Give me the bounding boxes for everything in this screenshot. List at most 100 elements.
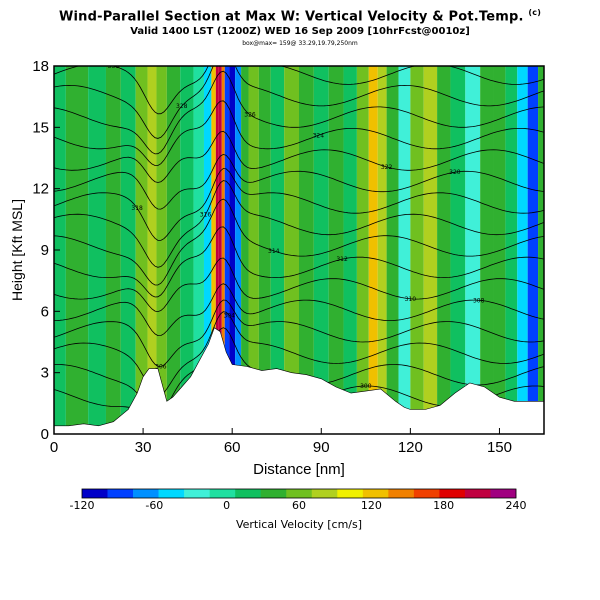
theta-contour-label: 308 (473, 297, 485, 304)
theta-contour-label: 314 (268, 248, 280, 255)
colorbar: -120 -60 0 60 120 180 240 (70, 488, 527, 512)
w-column (480, 66, 494, 434)
w-column (258, 66, 271, 434)
colorbar-tick-label: 60 (292, 499, 306, 512)
w-column (156, 66, 167, 434)
x-tick-label: 120 (398, 439, 423, 456)
x-tick-label: 150 (487, 439, 512, 456)
theta-contour-label: 312 (336, 256, 348, 263)
y-tick-label: 15 (32, 119, 49, 136)
theta-contour-label: 326 (244, 112, 256, 119)
chart-title: Wind-Parallel Section at Max W: Vertical… (0, 8, 600, 24)
x-tick-label: 60 (224, 439, 241, 456)
w-column (229, 66, 236, 434)
colorbar-swatch (158, 489, 185, 498)
theta-contour-label: 300 (360, 383, 372, 390)
colorbar-tick-label: 180 (433, 499, 454, 512)
w-column (166, 66, 181, 434)
x-axis-label: Distance [nm] (253, 461, 345, 478)
colorbar-tick-label: 120 (361, 499, 382, 512)
w-column (221, 66, 225, 434)
y-tick-label: 3 (41, 365, 49, 382)
w-column (356, 66, 369, 434)
x-tick-label: 0 (50, 439, 58, 456)
y-tick-label: 6 (41, 303, 49, 320)
x-tick-label: 30 (135, 439, 152, 456)
chart-subtitle: Valid 1400 LST (1200Z) WED 16 Sep 2009 [… (130, 26, 470, 37)
theta-contour (54, 299, 544, 367)
w-column (398, 66, 411, 434)
w-column (505, 66, 518, 434)
colorbar-swatch (464, 489, 491, 498)
theta-contour (54, 198, 544, 286)
chart-title-text: Wind-Parallel Section at Max W: Vertical… (58, 9, 524, 25)
copyright-mark: (c) (528, 8, 542, 17)
w-column (313, 66, 329, 434)
w-column (235, 66, 242, 434)
y-tick-label: 9 (41, 242, 49, 259)
terrain-surface (54, 327, 544, 434)
theta-contour-label: 328 (176, 103, 188, 110)
theta-contour (54, 66, 544, 115)
w-column (517, 66, 528, 434)
theta-contour (54, 70, 544, 155)
w-column (224, 66, 230, 434)
w-column (465, 66, 481, 434)
colorbar-swatch (413, 489, 440, 498)
w-column (328, 66, 344, 434)
terrain-mask (54, 327, 544, 434)
colorbar-label: Vertical Velocity [cm/s] (236, 518, 362, 531)
vertical-velocity-field (54, 66, 544, 434)
w-column (120, 66, 136, 434)
w-column (203, 66, 212, 434)
x-tick-label: 90 (313, 439, 330, 456)
colorbar-swatch (184, 489, 210, 498)
w-column (450, 66, 466, 434)
y-tick-label: 0 (41, 426, 49, 443)
y-axis: 0 3 6 9 12 15 18 (32, 58, 60, 443)
y-axis-label: Height [Kft MSL] (9, 199, 25, 301)
w-column (135, 66, 148, 434)
colorbar-swatch (362, 489, 389, 498)
w-column (211, 66, 216, 434)
w-column (437, 66, 451, 434)
theta-contour-label: 322 (381, 164, 393, 171)
colorbar-swatch (439, 489, 466, 498)
theta-contour (54, 283, 544, 337)
w-column (193, 66, 204, 434)
colorbar-swatch (490, 489, 517, 498)
theta-contour (54, 168, 544, 241)
theta-contour (54, 257, 544, 313)
colorbar-tick-label: 0 (223, 499, 230, 512)
theta-contour-label: 318 (131, 205, 143, 212)
colorbar-tick-label: -60 (145, 499, 163, 512)
colorbar-swatch (107, 489, 134, 498)
w-column (538, 66, 544, 434)
theta-contour (54, 153, 544, 210)
theta-contour-label: 306 (155, 364, 167, 371)
w-column (377, 66, 387, 434)
colorbar-swatch (209, 489, 236, 498)
w-column (410, 66, 424, 434)
colorbar-swatch (82, 489, 108, 498)
w-column (218, 66, 222, 434)
w-column (88, 66, 106, 434)
theta-contour (54, 130, 544, 183)
theta-contour (54, 311, 544, 396)
theta-contour (54, 100, 544, 166)
colorbar-swatch (260, 489, 287, 498)
theta-contour-label: 330 (108, 63, 120, 70)
w-column (368, 66, 378, 434)
colorbar-frame (81, 488, 517, 499)
theta-contour-label: 324 (313, 132, 325, 139)
w-column (65, 66, 89, 434)
colorbar-swatch (337, 489, 364, 498)
w-column (270, 66, 285, 434)
colorbar-swatch (311, 489, 338, 498)
w-column (299, 66, 314, 434)
w-column (423, 66, 438, 434)
theta-contour-label: 310 (405, 296, 417, 303)
w-column (493, 66, 506, 434)
y-tick-label: 12 (32, 181, 49, 198)
theta-contour-label: 316 (200, 212, 212, 219)
